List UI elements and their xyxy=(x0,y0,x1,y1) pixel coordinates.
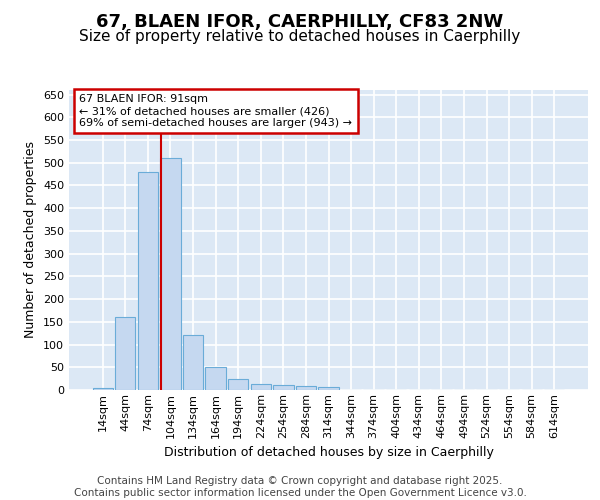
Bar xyxy=(296,386,316,390)
Y-axis label: Number of detached properties: Number of detached properties xyxy=(25,142,37,338)
Bar xyxy=(183,334,203,390)
X-axis label: Distribution of detached houses by size in Caerphilly: Distribution of detached houses by size … xyxy=(164,446,493,459)
Bar xyxy=(92,388,113,390)
Bar xyxy=(160,158,181,390)
Bar xyxy=(115,318,136,390)
Bar xyxy=(138,172,158,390)
Text: Size of property relative to detached houses in Caerphilly: Size of property relative to detached ho… xyxy=(79,29,521,44)
Text: 67, BLAEN IFOR, CAERPHILLY, CF83 2NW: 67, BLAEN IFOR, CAERPHILLY, CF83 2NW xyxy=(97,12,503,30)
Bar xyxy=(205,368,226,390)
Bar xyxy=(251,384,271,390)
Bar xyxy=(228,378,248,390)
Text: 67 BLAEN IFOR: 91sqm
← 31% of detached houses are smaller (426)
69% of semi-deta: 67 BLAEN IFOR: 91sqm ← 31% of detached h… xyxy=(79,94,352,128)
Text: Contains HM Land Registry data © Crown copyright and database right 2025.
Contai: Contains HM Land Registry data © Crown c… xyxy=(74,476,526,498)
Bar xyxy=(273,386,293,390)
Bar xyxy=(319,387,338,390)
